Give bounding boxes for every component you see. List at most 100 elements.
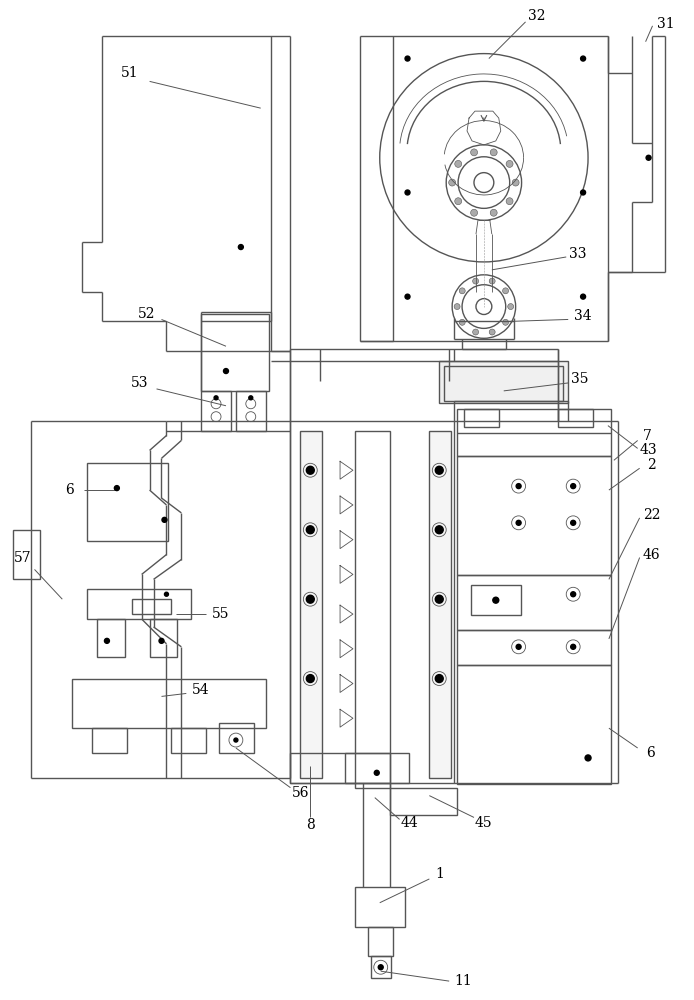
Text: 11: 11 — [454, 974, 472, 988]
Text: 52: 52 — [138, 307, 155, 321]
Text: 32: 32 — [527, 9, 545, 23]
Text: 6: 6 — [646, 746, 655, 760]
Text: 46: 46 — [643, 548, 661, 562]
Circle shape — [489, 278, 495, 284]
Text: 31: 31 — [657, 17, 675, 31]
Text: 22: 22 — [643, 508, 660, 522]
Circle shape — [471, 209, 477, 216]
Text: 33: 33 — [569, 247, 587, 261]
Bar — [171, 728, 206, 753]
Circle shape — [493, 597, 499, 603]
Bar — [371, 956, 391, 978]
Circle shape — [435, 466, 443, 474]
Bar — [132, 599, 171, 614]
Circle shape — [502, 288, 509, 294]
Bar — [291, 753, 389, 783]
Circle shape — [435, 675, 443, 683]
Circle shape — [405, 294, 410, 299]
Bar — [291, 421, 454, 783]
Circle shape — [378, 965, 383, 970]
Bar — [201, 314, 269, 391]
Circle shape — [506, 198, 513, 205]
Bar — [12, 530, 40, 579]
Circle shape — [490, 209, 497, 216]
Circle shape — [164, 592, 169, 596]
Circle shape — [405, 56, 410, 61]
Bar — [219, 723, 254, 753]
Bar — [457, 630, 611, 665]
Circle shape — [489, 329, 495, 335]
Bar — [72, 679, 266, 728]
Text: 51: 51 — [121, 66, 139, 80]
Bar — [457, 456, 611, 575]
Text: 43: 43 — [640, 443, 657, 457]
Circle shape — [449, 179, 456, 186]
Circle shape — [581, 190, 586, 195]
Circle shape — [585, 755, 591, 761]
Circle shape — [248, 396, 253, 400]
Circle shape — [455, 198, 462, 205]
Circle shape — [570, 484, 575, 489]
Bar — [355, 887, 405, 927]
Circle shape — [223, 369, 228, 374]
Circle shape — [471, 149, 477, 156]
Bar — [301, 431, 322, 778]
Bar — [97, 619, 125, 657]
Circle shape — [516, 520, 521, 525]
Circle shape — [162, 517, 167, 522]
Circle shape — [435, 526, 443, 534]
Circle shape — [455, 160, 462, 167]
Bar — [444, 366, 564, 401]
Text: 55: 55 — [212, 607, 230, 621]
Bar — [150, 619, 178, 657]
Circle shape — [459, 319, 465, 325]
Bar — [464, 409, 499, 427]
Bar — [87, 463, 169, 541]
Circle shape — [306, 675, 314, 683]
Text: 6: 6 — [65, 483, 74, 497]
Circle shape — [374, 770, 379, 775]
Circle shape — [646, 155, 651, 160]
Text: 56: 56 — [291, 786, 309, 800]
Circle shape — [570, 644, 575, 649]
Circle shape — [306, 466, 314, 474]
Text: 7: 7 — [643, 429, 652, 443]
Bar — [457, 665, 611, 784]
Circle shape — [306, 595, 314, 603]
Circle shape — [214, 396, 218, 400]
Circle shape — [105, 638, 110, 643]
Bar — [471, 585, 520, 615]
Circle shape — [238, 245, 244, 250]
Circle shape — [459, 288, 465, 294]
Bar — [87, 589, 192, 619]
Bar — [389, 788, 457, 815]
Text: 1: 1 — [436, 867, 445, 881]
Circle shape — [570, 520, 575, 525]
Circle shape — [516, 644, 521, 649]
Circle shape — [502, 319, 509, 325]
Bar — [439, 361, 568, 403]
Bar — [345, 753, 409, 783]
Text: 34: 34 — [574, 309, 592, 323]
Circle shape — [115, 486, 119, 491]
Text: 2: 2 — [648, 458, 656, 472]
Circle shape — [512, 179, 519, 186]
Circle shape — [473, 329, 479, 335]
Text: 53: 53 — [131, 376, 149, 390]
Circle shape — [581, 294, 586, 299]
Bar — [368, 927, 393, 956]
Bar — [457, 409, 611, 456]
Circle shape — [435, 595, 443, 603]
Circle shape — [454, 304, 460, 310]
Text: 54: 54 — [192, 683, 210, 697]
Circle shape — [508, 304, 514, 310]
Bar — [355, 431, 389, 788]
Bar — [457, 575, 611, 630]
Circle shape — [516, 484, 521, 489]
Circle shape — [405, 190, 410, 195]
Text: 35: 35 — [571, 372, 589, 386]
Circle shape — [234, 738, 238, 742]
Text: 45: 45 — [474, 816, 492, 830]
Circle shape — [474, 173, 494, 192]
Text: 44: 44 — [400, 816, 418, 830]
